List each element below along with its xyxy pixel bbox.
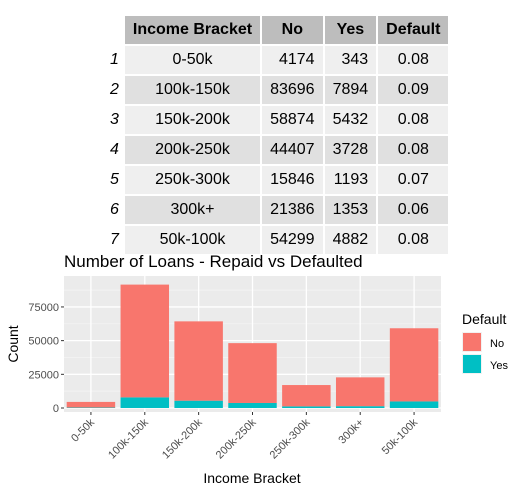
loans-bar-chart: Number of Loans - Repaid vs Defaulted 0 2… <box>5 252 508 486</box>
cell-yes: 343 <box>324 46 377 74</box>
summary-table: Income Bracket No Yes Default 1 0-50k 41… <box>100 14 450 256</box>
header-no: No <box>262 16 323 44</box>
cell-bracket: 100k-150k <box>124 76 261 104</box>
row-index: 1 <box>110 51 119 68</box>
y-axis-label: Count <box>5 325 21 362</box>
cell-no: 4174 <box>262 46 323 74</box>
bar-no-200k-250k <box>228 343 277 403</box>
cell-bracket: 50k-100k <box>124 226 261 254</box>
table-row: 6 300k+ 21386 1353 0.06 <box>102 196 449 224</box>
row-index: 4 <box>110 141 119 158</box>
table-row: 4 200k-250k 44407 3728 0.08 <box>102 136 449 164</box>
cell-default: 0.07 <box>378 166 449 194</box>
table-row: 5 250k-300k 15846 1193 0.07 <box>102 166 449 194</box>
cell-no: 44407 <box>262 136 323 164</box>
legend-title: Default <box>462 311 506 327</box>
y-axis: 0 25000 50000 75000 <box>28 302 64 415</box>
table-header-row: Income Bracket No Yes Default <box>102 16 449 44</box>
bar-yes-300k+ <box>335 406 385 408</box>
header-income-bracket: Income Bracket <box>124 16 261 44</box>
bar-no-150k-200k <box>174 321 223 401</box>
cell-yes: 7894 <box>324 76 377 104</box>
bar-yes-100k-150k <box>120 397 170 408</box>
cell-default: 0.08 <box>378 46 449 74</box>
bar-yes-150k-200k <box>174 400 223 408</box>
row-index: 6 <box>110 201 119 218</box>
chart-title: Number of Loans - Repaid vs Defaulted <box>64 252 363 271</box>
cell-no: 83696 <box>262 76 323 104</box>
cell-bracket: 0-50k <box>124 46 261 74</box>
row-index: 3 <box>110 111 119 128</box>
bar-no-0-50k <box>66 401 116 408</box>
cell-yes: 1353 <box>324 196 377 224</box>
cell-bracket: 150k-200k <box>124 106 261 134</box>
bar-yes-250k-300k <box>282 406 331 408</box>
cell-no: 15846 <box>262 166 323 194</box>
cell-yes: 3728 <box>324 136 377 164</box>
y-tick-label: 25000 <box>28 369 59 381</box>
x-tick-label: 300k+ <box>336 417 366 447</box>
table-row: 7 50k-100k 54299 4882 0.08 <box>102 226 449 254</box>
legend-swatch-yes <box>463 355 481 373</box>
table-row: 3 150k-200k 58874 5432 0.08 <box>102 106 449 134</box>
header-yes: Yes <box>324 16 377 44</box>
y-tick-label: 75000 <box>28 302 59 314</box>
cell-bracket: 250k-300k <box>124 166 261 194</box>
cell-no: 54299 <box>262 226 323 254</box>
header-default: Default <box>378 16 449 44</box>
y-tick-label: 0 <box>53 403 59 415</box>
row-index: 7 <box>110 231 119 248</box>
x-tick-label: 0-50k <box>69 416 97 444</box>
bar-no-100k-150k <box>120 284 170 398</box>
table-row: 1 0-50k 4174 343 0.08 <box>102 46 449 74</box>
cell-no: 21386 <box>262 196 323 224</box>
legend-swatch-no <box>463 333 481 351</box>
cell-default: 0.08 <box>378 106 449 134</box>
y-tick-label: 50000 <box>28 336 59 348</box>
cell-yes: 4882 <box>324 226 377 254</box>
x-tick-label: 150k-200k <box>160 416 205 461</box>
cell-default: 0.06 <box>378 196 449 224</box>
cell-yes: 5432 <box>324 106 377 134</box>
cell-no: 58874 <box>262 106 323 134</box>
x-tick-label: 100k-150k <box>106 416 151 461</box>
cell-bracket: 300k+ <box>124 196 261 224</box>
legend-label-no: No <box>490 338 504 350</box>
cell-default: 0.08 <box>378 136 449 164</box>
cell-yes: 1193 <box>324 166 377 194</box>
cell-bracket: 200k-250k <box>124 136 261 164</box>
legend-label-yes: Yes <box>490 360 508 372</box>
legend: Default No Yes <box>462 311 508 374</box>
cell-default: 0.09 <box>378 76 449 104</box>
x-axis: 0-50k 100k-150k 150k-200k 200k-250k 250k-300… <box>69 412 421 461</box>
cell-default: 0.08 <box>378 226 449 254</box>
bar-no-50k-100k <box>389 328 439 402</box>
bar-yes-50k-100k <box>389 401 439 408</box>
bars <box>66 284 439 408</box>
x-tick-label: 200k-250k <box>214 416 259 461</box>
row-index: 2 <box>110 81 119 98</box>
x-tick-label: 50k-100k <box>380 416 421 457</box>
table-row: 2 100k-150k 83696 7894 0.09 <box>102 76 449 104</box>
bar-yes-200k-250k <box>228 402 277 408</box>
bar-no-300k+ <box>335 377 385 407</box>
x-axis-label: Income Bracket <box>203 470 300 486</box>
x-tick-label: 250k-300k <box>268 416 313 461</box>
row-index: 5 <box>110 171 119 188</box>
index-header <box>102 16 123 44</box>
bar-no-250k-300k <box>282 385 331 407</box>
